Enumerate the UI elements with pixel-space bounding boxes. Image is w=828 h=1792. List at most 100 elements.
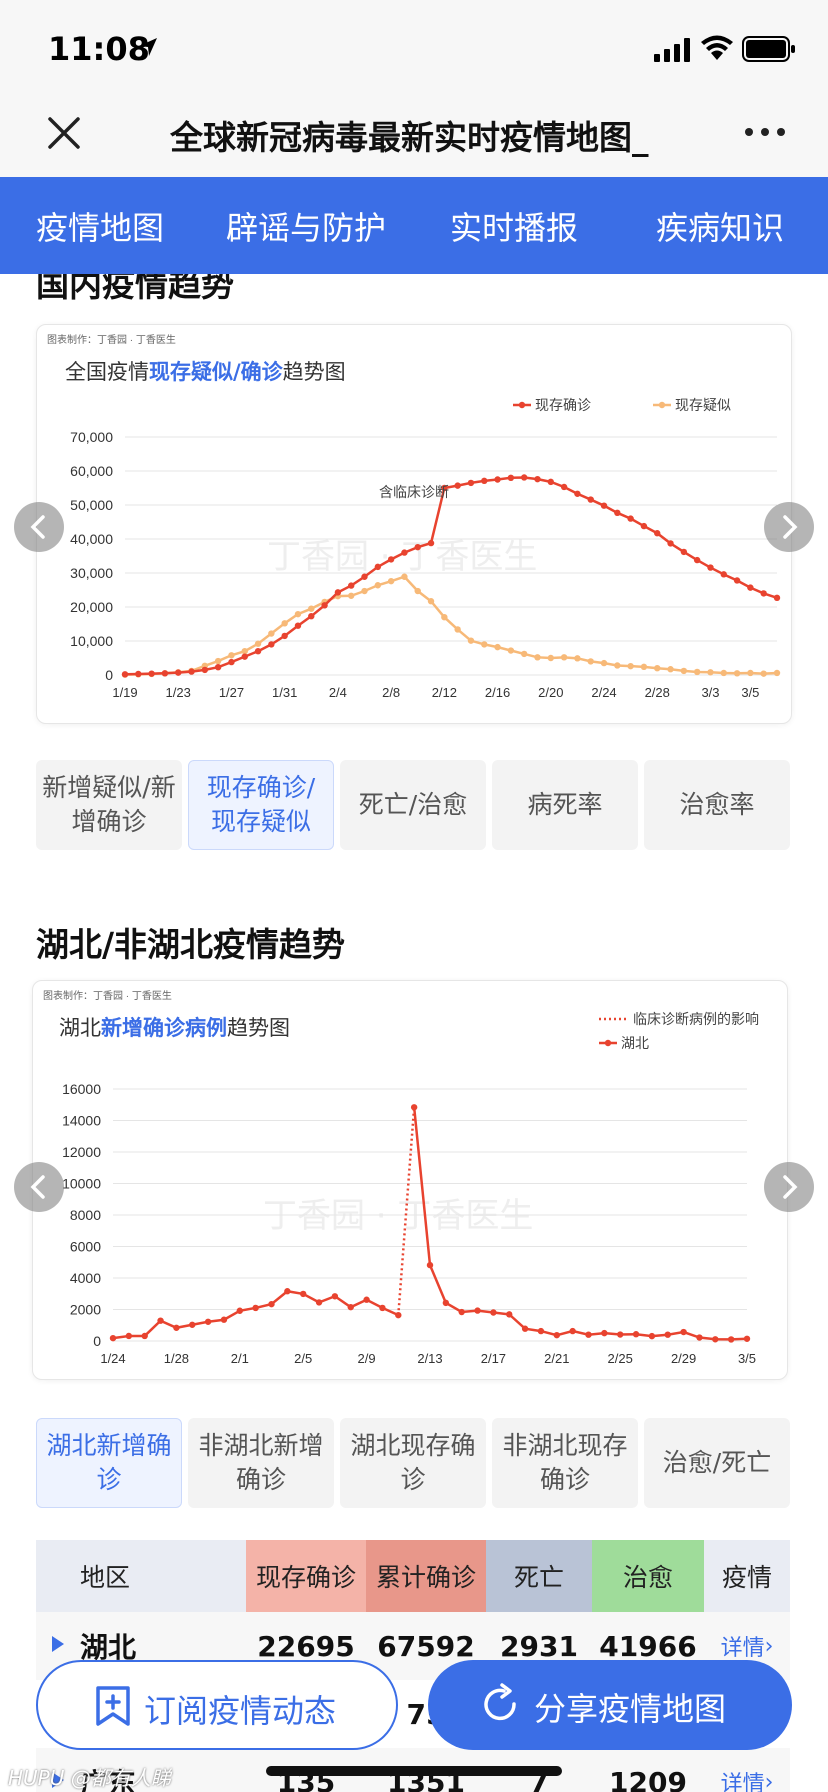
row-cured: 41966 — [599, 1629, 697, 1663]
tab-disease-knowledge[interactable]: 疾病知识 — [656, 209, 785, 247]
data-point — [587, 658, 594, 665]
option-deaths-cured[interactable]: 死亡/治愈 — [340, 760, 486, 850]
option-fatality-rate[interactable]: 病死率 — [492, 760, 638, 850]
data-point — [560, 654, 568, 661]
option-cure-rate[interactable]: 治愈率 — [644, 760, 790, 850]
data-point — [747, 669, 754, 677]
x-tick-label: 2/16 — [485, 685, 510, 700]
data-point — [534, 475, 541, 483]
data-point — [467, 637, 475, 644]
chart-next-button[interactable] — [764, 502, 814, 552]
option-cured-deaths[interactable]: 治愈/死亡 — [644, 1418, 790, 1508]
chart-watermark: 丁香园 · 丁香医生 — [267, 537, 537, 577]
y-tick-label: 0 — [93, 1333, 101, 1349]
data-point — [547, 654, 554, 662]
series-line-1 — [124, 575, 778, 676]
data-point — [214, 663, 222, 671]
subscribe-button[interactable]: 订阅疫情动态 — [36, 1660, 398, 1750]
legend-marker — [518, 401, 526, 409]
tab-rumors-protection[interactable]: 辟谣与防护 — [226, 209, 387, 247]
data-point — [481, 477, 488, 485]
data-point — [189, 1321, 196, 1328]
chevron-right-icon: › — [764, 1769, 774, 1792]
data-point — [300, 1290, 307, 1298]
option-non-hubei-current-confirmed[interactable]: 非湖北现存确诊 — [492, 1418, 638, 1508]
data-point — [361, 573, 368, 580]
data-point — [574, 655, 581, 662]
share-button[interactable]: 分享疫情地图 — [428, 1660, 792, 1750]
data-point — [363, 1296, 370, 1303]
data-point — [654, 665, 661, 672]
data-point — [315, 1299, 323, 1306]
option-new-suspected-confirmed[interactable]: 新增疑似/新增确诊 — [36, 760, 182, 850]
data-point — [507, 647, 515, 654]
row-region: 广东 — [80, 1767, 137, 1792]
data-point — [727, 1336, 735, 1343]
option-hubei-current-confirmed[interactable]: 湖北现存确诊 — [340, 1418, 486, 1508]
data-point — [361, 587, 368, 595]
data-point — [494, 476, 501, 483]
chevron-left-icon — [30, 1175, 45, 1199]
data-point — [441, 614, 448, 621]
x-tick-label: 2/12 — [432, 685, 457, 700]
x-tick-label: 2/20 — [538, 685, 563, 700]
data-point — [220, 1316, 228, 1323]
data-point — [537, 1327, 545, 1335]
data-point — [427, 539, 435, 547]
data-point — [173, 1324, 180, 1331]
close-icon[interactable] — [44, 113, 84, 153]
option-hubei-new-confirmed[interactable]: 湖北新增确诊 — [36, 1418, 182, 1508]
option-non-hubei-new-confirmed[interactable]: 非湖北新增确诊 — [188, 1418, 334, 1508]
data-point — [507, 474, 515, 481]
header-detail: 疫情 — [704, 1540, 790, 1612]
row-detail-link[interactable]: 详情 › — [704, 1748, 790, 1792]
data-point — [667, 540, 674, 547]
data-point — [228, 658, 235, 666]
data-point — [648, 1332, 656, 1340]
data-point — [387, 577, 395, 585]
page-title: 全球新冠病毒最新实时疫情地图_ — [170, 118, 649, 157]
chart-prev-button[interactable] — [14, 502, 64, 552]
data-point — [707, 669, 714, 676]
share-refresh-icon — [484, 1683, 516, 1721]
home-indicator[interactable] — [266, 1766, 562, 1776]
option-current-confirmed-suspected[interactable]: 现存确诊/现存疑似 — [188, 760, 334, 850]
row-detail-link[interactable]: 详情 › — [704, 1612, 790, 1680]
national-trend-chart: 图表制作：丁香园 · 丁香医生 全国疫情现存疑似/确诊趋势图 丁香园 · 丁香医生 0… — [36, 324, 792, 724]
data-point — [281, 620, 288, 627]
header-total-confirmed: 累计确诊 — [366, 1540, 486, 1612]
data-point — [617, 1331, 624, 1338]
header-deaths: 死亡 — [486, 1540, 592, 1612]
chart2-prev-button[interactable] — [14, 1162, 64, 1212]
data-point — [236, 1307, 243, 1314]
data-point — [664, 1331, 671, 1338]
chart2-next-button[interactable] — [764, 1162, 814, 1212]
x-tick-label: 2/25 — [608, 1351, 633, 1366]
x-tick-label: 1/24 — [100, 1351, 125, 1366]
expand-arrow-icon[interactable] — [52, 1772, 64, 1788]
data-point — [331, 1293, 339, 1300]
data-point — [294, 610, 302, 618]
data-point — [426, 1261, 434, 1269]
row-current-confirmed: 22695 — [257, 1629, 355, 1663]
more-options-icon[interactable] — [740, 117, 790, 147]
header-region: 地区 — [36, 1540, 246, 1612]
x-tick-label: 2/9 — [358, 1351, 376, 1366]
data-point — [627, 662, 634, 670]
data-point — [614, 509, 621, 517]
chart-title-part: 全国疫情 — [65, 360, 149, 384]
x-tick-label: 1/23 — [166, 685, 191, 700]
tab-live-broadcast[interactable]: 实时播报 — [450, 209, 579, 247]
tab-epidemic-map[interactable]: 疫情地图 — [36, 209, 165, 247]
x-tick-label: 3/5 — [741, 685, 759, 700]
y-tick-label: 4000 — [70, 1270, 101, 1286]
expand-arrow-icon[interactable] — [52, 1636, 64, 1652]
header-cured: 治愈 — [592, 1540, 704, 1612]
data-point — [281, 632, 288, 640]
data-point — [308, 612, 315, 620]
chart-credit: 图表制作：丁香园 · 丁香医生 — [43, 989, 172, 1002]
chart-title: 湖北新增确诊病例趋势图 — [59, 1016, 290, 1040]
data-point — [374, 563, 382, 571]
y-tick-label: 10,000 — [70, 633, 113, 649]
data-point — [334, 589, 342, 596]
